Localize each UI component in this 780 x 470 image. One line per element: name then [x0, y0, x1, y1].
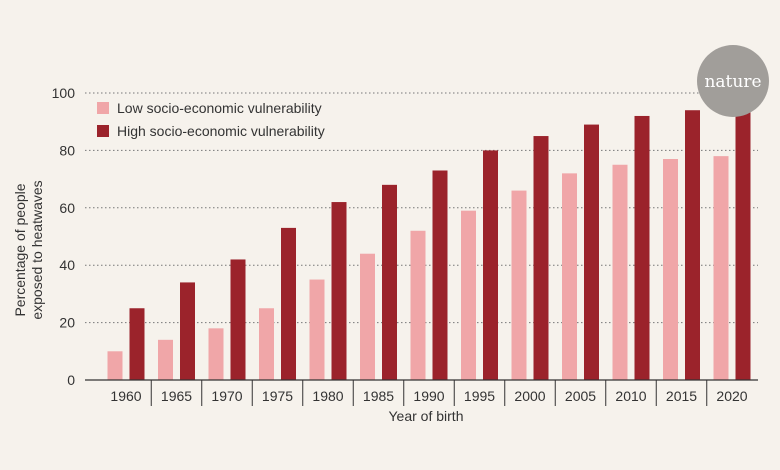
x-tick-label: 1990: [413, 388, 444, 404]
y-tick-label: 60: [59, 200, 75, 216]
bar-low-1980: [309, 279, 325, 380]
x-tick-label: 1980: [312, 388, 343, 404]
legend-swatch-high: [97, 125, 109, 137]
bar-low-1965: [158, 339, 173, 380]
x-tick-label: 2000: [514, 388, 545, 404]
logo-badge: [697, 45, 769, 117]
bar-low-2005: [562, 173, 577, 380]
legend-swatch-low: [97, 102, 109, 114]
x-tick-label: 2020: [716, 388, 747, 404]
y-axis: 0 20 40 60 80 100: [52, 85, 76, 388]
bar-high-1960: [129, 308, 145, 380]
bar-high-1970: [230, 259, 246, 380]
bar-low-1975: [259, 308, 274, 380]
bar-high-1975: [281, 227, 296, 380]
x-tick-label: 2005: [565, 388, 596, 404]
x-axis-title: Year of birth: [389, 408, 464, 424]
bar-low-2015: [663, 159, 678, 380]
y-tick-label: 0: [67, 372, 75, 388]
legend: Low socio-economic vulnerability High so…: [97, 100, 325, 139]
y-tick-label: 40: [59, 257, 75, 273]
bar-high-1990: [432, 170, 448, 380]
y-tick-label: 80: [59, 142, 75, 158]
bar-low-1990: [410, 230, 426, 380]
bar-high-1995: [483, 150, 498, 380]
x-tick-label: 1995: [464, 388, 495, 404]
bar-high-2015: [685, 110, 700, 380]
legend-label-high: High socio-economic vulnerability: [117, 123, 325, 139]
bar-high-1965: [180, 282, 195, 380]
x-tick-label: 1960: [110, 388, 141, 404]
x-tick-label: 1965: [161, 388, 192, 404]
x-tick-label: 1975: [262, 388, 293, 404]
y-tick-label: 100: [52, 85, 76, 101]
x-axis: 1960 1965 1970 1975 1980 1985 1990 1995 2000 2005…: [85, 379, 758, 406]
bars: [107, 107, 751, 381]
bar-low-1995: [461, 210, 476, 380]
bar-low-1960: [107, 351, 123, 380]
x-tick-label: 1970: [211, 388, 242, 404]
x-tick-label: 2010: [615, 388, 646, 404]
legend-label-low: Low socio-economic vulnerability: [117, 100, 322, 116]
y-axis-title-line-2: exposed to heatwaves: [29, 180, 45, 319]
bar-high-2010: [634, 115, 650, 381]
bar-high-2020: [735, 107, 751, 380]
bar-low-2010: [612, 164, 628, 380]
bar-high-2000: [533, 136, 549, 380]
bar-high-2005: [584, 124, 599, 380]
x-tick-label: 2015: [666, 388, 697, 404]
bar-low-1970: [208, 328, 224, 380]
bar-low-2020: [713, 156, 729, 380]
bar-low-1985: [360, 253, 375, 380]
y-tick-label: 20: [59, 315, 75, 331]
y-axis-title-line-1: Percentage of people: [12, 183, 28, 316]
nature-logo: nature: [697, 45, 769, 117]
logo-text: nature: [704, 72, 761, 92]
bar-high-1985: [382, 184, 397, 380]
x-tick-label: 1985: [363, 388, 394, 404]
bar-high-1980: [331, 202, 347, 380]
bar-low-2000: [511, 190, 527, 380]
